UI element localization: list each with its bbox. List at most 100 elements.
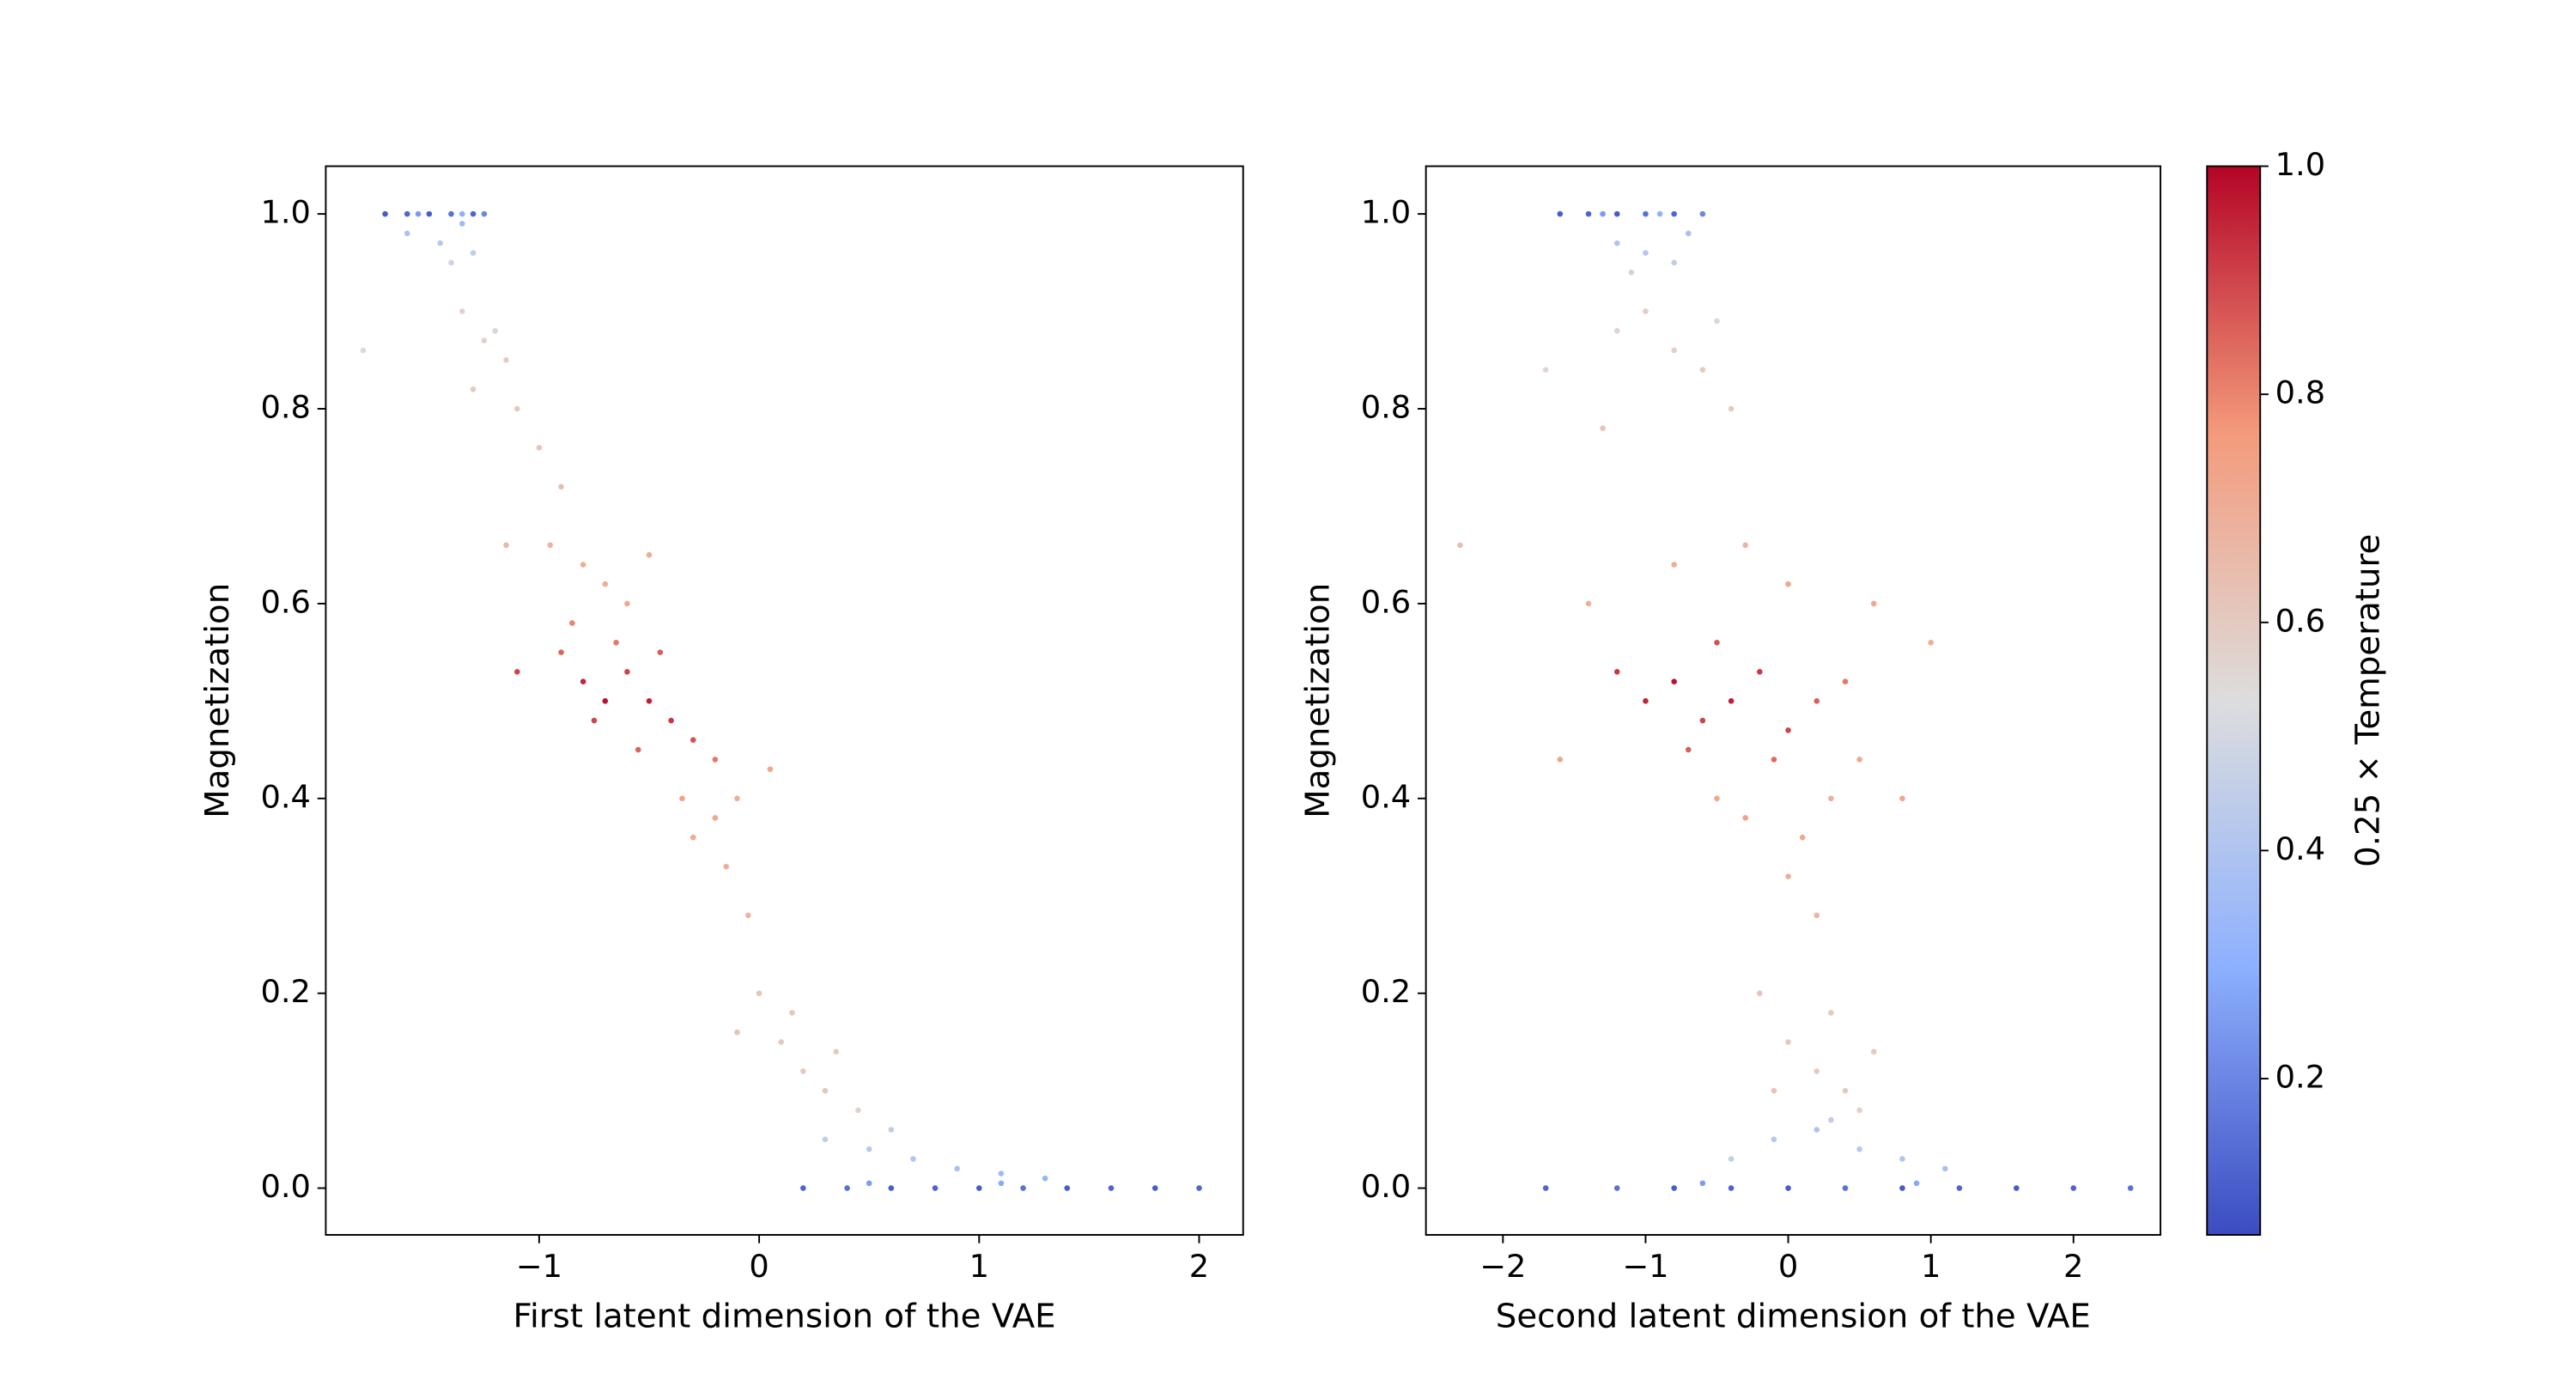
- data-point: [415, 210, 422, 217]
- data-point: [602, 581, 609, 587]
- data-point: [1585, 600, 1592, 607]
- data-point: [1671, 347, 1677, 354]
- data-point: [1671, 210, 1677, 217]
- x-axis-label: Second latent dimension of the VAE: [1496, 1297, 2091, 1335]
- data-point: [1643, 250, 1649, 256]
- data-point: [459, 308, 465, 314]
- data-point: [459, 221, 465, 227]
- data-point: [1728, 1185, 1735, 1191]
- data-point: [1856, 1107, 1862, 1114]
- data-point: [1108, 1185, 1115, 1191]
- data-point: [1714, 639, 1720, 646]
- data-point: [1628, 269, 1635, 276]
- data-point: [1771, 757, 1777, 763]
- data-point: [2070, 1185, 2077, 1191]
- data-point: [679, 795, 685, 802]
- data-point: [602, 698, 609, 704]
- data-point: [1196, 1185, 1202, 1191]
- data-point: [1643, 308, 1649, 314]
- data-point: [1742, 815, 1749, 821]
- y-tick-label: 0.4: [260, 778, 310, 815]
- data-point: [745, 912, 751, 919]
- data-point: [998, 1170, 1005, 1176]
- data-point: [481, 210, 488, 217]
- data-point: [712, 757, 719, 763]
- x-axis-label: First latent dimension of the VAE: [513, 1297, 1056, 1335]
- x-tick-label: 0: [749, 1248, 769, 1285]
- data-point: [1842, 1087, 1849, 1094]
- data-point: [690, 737, 696, 744]
- x-tick-label: −1: [1622, 1248, 1668, 1285]
- x-tick-label: −1: [516, 1248, 562, 1285]
- data-point: [1151, 1185, 1158, 1191]
- axes-frame: [325, 165, 1244, 1236]
- data-point: [657, 649, 664, 655]
- data-point: [1613, 240, 1620, 246]
- data-point: [1828, 1116, 1834, 1123]
- y-axis-label: Magnetization: [1298, 583, 1337, 818]
- data-point: [481, 337, 488, 344]
- data-point: [1928, 639, 1934, 646]
- data-point: [833, 1049, 840, 1055]
- data-point: [437, 240, 443, 246]
- data-point: [932, 1185, 939, 1191]
- data-point: [1685, 230, 1692, 237]
- data-point: [1870, 1049, 1877, 1055]
- data-point: [1671, 259, 1677, 266]
- data-point: [591, 717, 598, 724]
- data-point: [448, 210, 454, 217]
- data-point: [1613, 669, 1620, 675]
- data-point: [1757, 669, 1763, 675]
- data-point: [1457, 542, 1463, 549]
- data-point: [459, 210, 465, 217]
- data-point: [1600, 210, 1606, 217]
- data-point: [822, 1136, 829, 1143]
- data-point: [1542, 1185, 1549, 1191]
- data-point: [1814, 1127, 1820, 1133]
- x-tick-label: 1: [1921, 1248, 1941, 1285]
- data-point: [1742, 542, 1749, 549]
- data-point: [558, 649, 564, 655]
- data-point: [2127, 1185, 2134, 1191]
- colorbar-tick-label: 0.4: [2275, 830, 2325, 867]
- data-point: [866, 1146, 872, 1152]
- data-point: [1671, 678, 1677, 684]
- data-point: [855, 1107, 861, 1114]
- data-point: [1799, 834, 1806, 841]
- data-point: [734, 1029, 740, 1036]
- data-point: [1956, 1185, 1963, 1191]
- data-point: [426, 210, 433, 217]
- data-point: [1828, 795, 1834, 802]
- data-point: [613, 639, 619, 646]
- data-point: [646, 551, 653, 558]
- data-point: [580, 562, 586, 568]
- data-point: [976, 1185, 982, 1191]
- data-point: [1785, 581, 1791, 587]
- data-point: [1785, 873, 1791, 879]
- data-point: [1785, 1039, 1791, 1045]
- data-point: [1771, 1087, 1777, 1094]
- data-point: [1856, 1146, 1862, 1152]
- x-tick-label: 2: [1189, 1248, 1209, 1285]
- data-point: [1728, 405, 1735, 412]
- data-point: [1613, 1185, 1620, 1191]
- data-point: [778, 1039, 785, 1045]
- data-point: [1856, 757, 1862, 763]
- colorbar-label: 0.25 × Temperature: [2348, 534, 2387, 867]
- data-point: [1699, 717, 1706, 724]
- data-point: [1557, 757, 1564, 763]
- y-tick-label: 0.0: [260, 1168, 310, 1205]
- y-tick-label: 0.0: [1361, 1168, 1411, 1205]
- data-point: [1685, 746, 1692, 753]
- data-point: [1600, 425, 1606, 431]
- data-point: [448, 259, 454, 266]
- x-tick-label: 0: [1778, 1248, 1798, 1285]
- y-tick-label: 0.4: [1361, 778, 1411, 815]
- y-axis-label: Magnetization: [198, 583, 237, 818]
- data-point: [470, 386, 477, 392]
- data-point: [1542, 367, 1549, 373]
- data-point: [1842, 1185, 1849, 1191]
- data-point: [360, 347, 367, 354]
- data-point: [1728, 698, 1735, 704]
